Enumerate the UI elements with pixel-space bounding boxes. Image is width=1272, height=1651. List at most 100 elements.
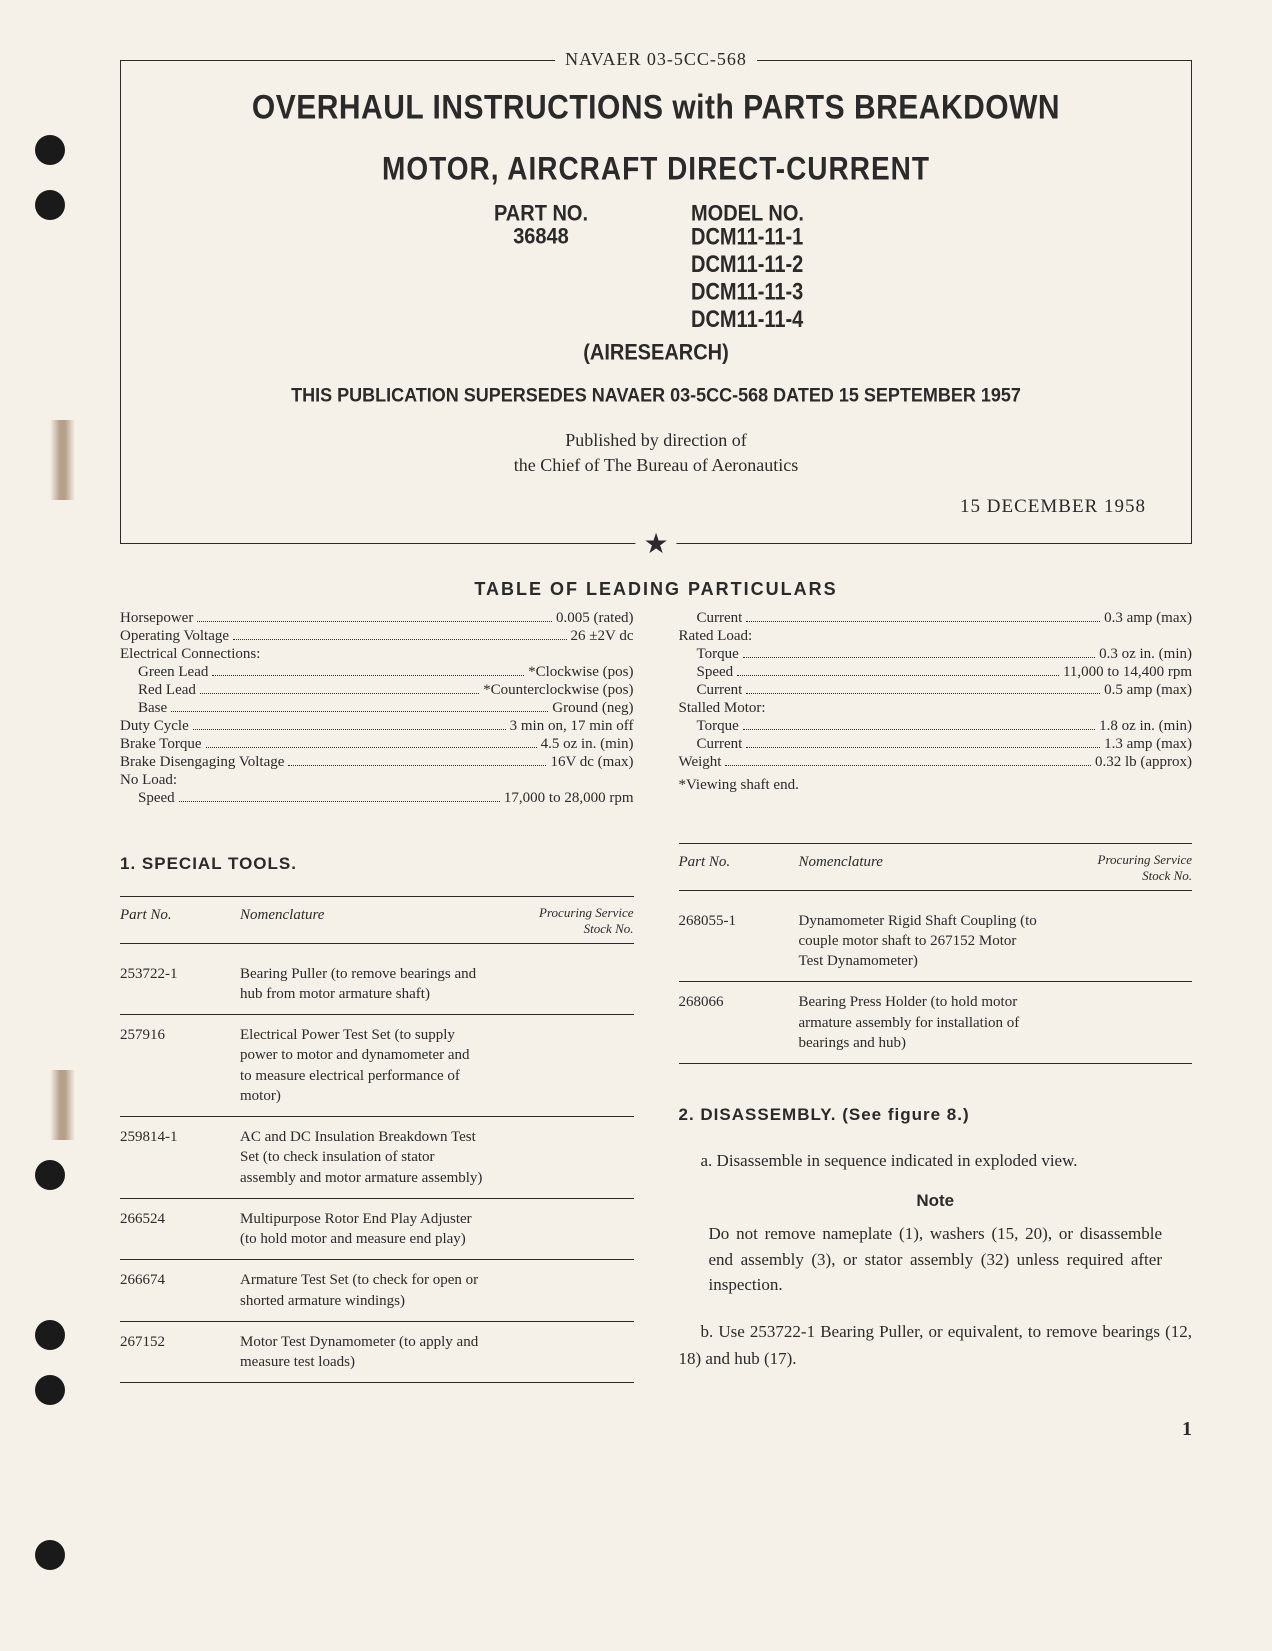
particulars-left-col: Horsepower0.005 (rated)Operating Voltage… <box>120 610 634 808</box>
punch-hole <box>35 1320 65 1350</box>
spec-value: 1.8 oz in. (min) <box>1099 718 1192 735</box>
td-nomenclature: Bearing Puller (to remove bearings and h… <box>220 964 524 1005</box>
particulars-title: TABLE OF LEADING PARTICULARS <box>120 579 1192 600</box>
leader-dots <box>171 711 548 712</box>
spec-line: Operating Voltage 26 ±2V dc <box>120 628 634 645</box>
spec-line: Base Ground (neg) <box>120 700 634 717</box>
td-nomenclature: Dynamometer Rigid Shaft Coupling (to cou… <box>779 911 1083 972</box>
th-nom: Nomenclature <box>220 905 524 936</box>
model-item: DCM11-11-2 <box>691 251 831 279</box>
spec-line: Torque0.3 oz in. (min) <box>679 646 1193 663</box>
table-header: Part No. Nomenclature Procuring Service … <box>120 896 634 943</box>
leader-dots <box>746 693 1100 694</box>
spec-line: Speed11,000 to 14,400 rpm <box>679 664 1193 681</box>
published-line2: the Chief of The Bureau of Aeronautics <box>514 455 799 475</box>
spec-label: Base <box>120 700 167 717</box>
spec-value: *Counterclockwise (pos) <box>483 682 633 699</box>
td-part-no: 257916 <box>120 1025 220 1106</box>
section-2-a: a. Disassemble in sequence indicated in … <box>679 1147 1193 1174</box>
note-heading: Note <box>679 1190 1193 1213</box>
td-part-no: 268066 <box>679 992 779 1053</box>
published-line1: Published by direction of <box>565 430 746 450</box>
model-item: DCM11-11-4 <box>691 306 831 334</box>
star-divider: ★ <box>635 531 676 559</box>
manufacturer: (AIRESEARCH) <box>166 341 1146 366</box>
part-no-label: PART NO. <box>481 202 601 227</box>
td-stock-no <box>524 1127 634 1188</box>
spec-value: 16V dc (max) <box>550 754 633 771</box>
spec-line: Current0.5 amp (max) <box>679 682 1193 699</box>
td-part-no: 266674 <box>120 1270 220 1311</box>
leader-dots <box>233 639 567 640</box>
spec-value: 0.005 (rated) <box>556 610 633 627</box>
published-by: Published by direction of the Chief of T… <box>166 428 1146 478</box>
th-part: Part No. <box>679 852 779 883</box>
spec-value: 0.32 lb (approx) <box>1095 754 1192 771</box>
spec-value: Ground (neg) <box>552 700 633 717</box>
spec-label: Red Lead <box>120 682 196 699</box>
publication-date: 15 DECEMBER 1958 <box>166 496 1146 518</box>
table-row: 253722-1Bearing Puller (to remove bearin… <box>120 954 634 1016</box>
spec-label: Speed <box>679 664 734 681</box>
particulars-right-col: Current0.3 amp (max)Rated Load:Torque0.3… <box>679 610 1193 808</box>
spec-line: Current1.3 amp (max) <box>679 736 1193 753</box>
document-header-frame: NAVAER 03-5CC-568 ★ OVERHAUL INSTRUCTION… <box>120 60 1192 544</box>
spec-line: Green Lead*Clockwise (pos) <box>120 664 634 681</box>
spec-header: Electrical Connections: <box>120 646 634 663</box>
spec-label: Brake Torque <box>120 736 202 753</box>
table-row: 268055-1Dynamometer Rigid Shaft Coupling… <box>679 901 1193 983</box>
td-stock-no <box>524 1270 634 1311</box>
punch-hole <box>35 1375 65 1405</box>
spec-line: Brake Disengaging Voltage 16V dc (max) <box>120 754 634 771</box>
content-body: 1. SPECIAL TOOLS. Part No. Nomenclature … <box>120 843 1192 1388</box>
leader-dots <box>743 729 1095 730</box>
leader-dots <box>743 657 1095 658</box>
td-nomenclature: Electrical Power Test Set (to supply pow… <box>220 1025 524 1106</box>
section-1-heading: 1. SPECIAL TOOLS. <box>120 853 634 876</box>
table-row: 257916Electrical Power Test Set (to supp… <box>120 1015 634 1117</box>
spec-line: Torque 1.8 oz in. (min) <box>679 718 1193 735</box>
td-part-no: 259814-1 <box>120 1127 220 1188</box>
spec-value: 0.3 oz in. (min) <box>1099 646 1192 663</box>
leader-dots <box>746 621 1100 622</box>
td-stock-no <box>524 1209 634 1250</box>
spec-line: Red Lead *Counterclockwise (pos) <box>120 682 634 699</box>
table-header: Part No. Nomenclature Procuring Service … <box>679 843 1193 890</box>
spec-label: Green Lead <box>120 664 208 681</box>
spec-value: 26 ±2V dc <box>571 628 634 645</box>
note-body: Do not remove nameplate (1), washers (15… <box>679 1221 1193 1298</box>
spec-label: Horsepower <box>120 610 193 627</box>
leader-dots <box>206 747 537 748</box>
spec-label: Weight <box>679 754 722 771</box>
leader-dots <box>200 693 479 694</box>
spec-line: Weight 0.32 lb (approx) <box>679 754 1193 771</box>
table-row: 268066Bearing Press Holder (to hold moto… <box>679 982 1193 1064</box>
punch-hole <box>35 1540 65 1570</box>
section-2-heading: 2. DISASSEMBLY. (See figure 8.) <box>679 1104 1193 1127</box>
spec-label: Operating Voltage <box>120 628 229 645</box>
spec-label: Speed <box>120 790 175 807</box>
leader-dots <box>193 729 506 730</box>
spec-header: Stalled Motor: <box>679 700 1193 717</box>
title-subject: MOTOR, AIRCRAFT DIRECT-CURRENT <box>166 151 1146 188</box>
leader-dots <box>746 747 1100 748</box>
spec-line: Duty Cycle3 min on, 17 min off <box>120 718 634 735</box>
spec-line: Speed17,000 to 28,000 rpm <box>120 790 634 807</box>
th-stock: Procuring Service Stock No. <box>524 905 634 936</box>
scratch-mark <box>50 420 75 500</box>
spec-line: Brake Torque4.5 oz in. (min) <box>120 736 634 753</box>
scratch-mark <box>50 1070 75 1140</box>
part-no-value: 36848 <box>481 225 601 335</box>
td-stock-no <box>524 964 634 1005</box>
td-stock-no <box>524 1332 634 1373</box>
leader-dots <box>737 675 1059 676</box>
punch-hole <box>35 190 65 220</box>
left-column: 1. SPECIAL TOOLS. Part No. Nomenclature … <box>120 843 634 1388</box>
spec-value: 1.3 amp (max) <box>1104 736 1192 753</box>
punch-hole <box>35 1160 65 1190</box>
spec-label: Brake Disengaging Voltage <box>120 754 284 771</box>
spec-label: Torque <box>679 718 739 735</box>
leader-dots <box>197 621 552 622</box>
table-row: 267152Motor Test Dynamometer (to apply a… <box>120 1322 634 1384</box>
th-nom: Nomenclature <box>779 852 1083 883</box>
